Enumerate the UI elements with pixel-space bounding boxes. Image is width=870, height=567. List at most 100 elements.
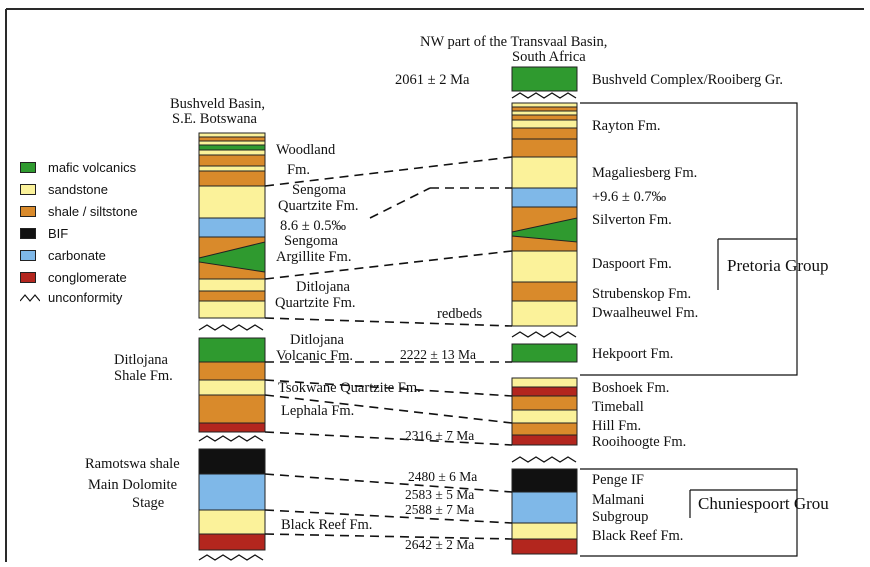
right-layer-rayton-7: [511, 138, 578, 158]
fm-strubenskop: Strubenskop Fm.: [592, 286, 692, 302]
right-layer-rayton-2: [511, 106, 578, 112]
label-left-black-reef: Black Reef Fm.: [281, 517, 373, 533]
unconformity-left-2: [198, 435, 264, 442]
left-layer-woodland-1: [198, 132, 266, 138]
left-layer-black-reef-sand: [198, 509, 266, 535]
right-layer-dwaalheuwel: [511, 300, 578, 327]
right-layer-rayton-5: [511, 119, 578, 129]
fm-bushveld: Bushveld Complex/Rooiberg Gr.: [592, 72, 784, 88]
left-layer-conglomerate-1: [198, 422, 266, 433]
legend-label: unconformity: [48, 290, 123, 305]
age-black-reef: 2642 ± 2 Ma: [405, 537, 475, 552]
label-main-dolomite: Main Dolomite: [88, 477, 178, 493]
legend-label: mafic volcanics: [48, 160, 137, 175]
label-ditlojana-q-fm: Quartzite Fm.: [275, 295, 356, 311]
label-woodland: Woodland: [276, 142, 336, 158]
corr-argillite-silverton: [264, 250, 513, 280]
left-layer-woodland-6: [198, 154, 266, 167]
right-layer-boshoek-1: [511, 377, 578, 388]
left-layer-ditlojana-volcanic: [198, 337, 266, 363]
fm-silverton: Silverton Fm.: [592, 212, 672, 228]
right-layer-timeball-1: [511, 395, 578, 411]
age-bushveld: 2061 ± 2 Ma: [395, 72, 470, 88]
unconformity-left-3: [198, 554, 264, 561]
right-layer-bushveld: [511, 66, 578, 92]
label-lephala: Lephala Fm.: [281, 403, 355, 419]
fm-hekpoort: Hekpoort Fm.: [592, 346, 674, 362]
fm-rooihoogte: Rooihoogte Fm.: [592, 434, 687, 450]
label-left-isotope: 8.6 ± 0.5‰: [280, 218, 346, 234]
left-layer-black-reef-congl: [198, 533, 266, 551]
correlation-lines: [264, 156, 513, 540]
left-layer-main-dolomite: [198, 473, 266, 511]
corr-conglomerate-rooihoogte: [264, 431, 513, 446]
right-layer-black-reef-sand: [511, 522, 578, 540]
fm-right-black-reef: Black Reef Fm.: [592, 528, 684, 544]
right-layer-timeball-3: [511, 422, 578, 436]
age-penge: 2480 ± 6 Ma: [408, 469, 478, 484]
age-malmani-2: 2588 ± 7 Ma: [405, 502, 475, 517]
left-layer-ditlojana-q2: [198, 290, 266, 302]
label-redbeds: redbeds: [437, 306, 483, 322]
right-layer-rayton-1: [511, 102, 578, 108]
left-layer-woodland-3: [198, 140, 266, 146]
label-sengoma-q-fm: Quartzite Fm.: [278, 198, 359, 214]
fm-daspoort: Daspoort Fm.: [592, 256, 672, 272]
label-ditlojana-q: Ditlojana: [296, 279, 350, 295]
unconformity-right-3: [511, 456, 577, 463]
left-layer-tsokwane: [198, 379, 266, 396]
corr-ditlojana-dwaalheuwel: [264, 317, 513, 327]
right-layer-isotope-carbonate: [511, 187, 578, 208]
right-layer-rayton-4: [511, 114, 578, 121]
right-layer-malmani: [511, 491, 578, 524]
left-title-line1: Bushveld Basin,: [170, 96, 266, 112]
left-layer-volcanic-lens: [198, 241, 266, 273]
fm-timeball-hill: Hill Fm.: [592, 418, 642, 434]
fm-malmani: Malmani: [592, 492, 645, 508]
left-layer-ditlojana-q3: [198, 300, 266, 319]
unconformity-right-1: [511, 92, 577, 99]
right-layer-penge-bif: [511, 468, 578, 493]
corr-tsokwane-boshoek: [264, 379, 513, 397]
left-layer-woodland-4: [198, 144, 266, 151]
bif-swatch: [20, 228, 36, 239]
chuniespoort-bracket: [580, 468, 798, 557]
right-layer-black-reef-congl: [511, 538, 578, 555]
right-layer-daspoort: [511, 250, 578, 283]
unconformity-left-1: [198, 324, 264, 331]
right-layer-rayton-6: [511, 127, 578, 140]
label-ditlojana-shale: Ditlojana: [114, 352, 168, 368]
left-layer-lephala: [198, 394, 266, 424]
right-stratigraphic-column: [511, 66, 578, 555]
right-title-line2: South Africa: [512, 49, 586, 65]
right-title-line1: NW part of the Transvaal Basin,: [420, 34, 608, 50]
right-layer-magaliesberg: [511, 156, 578, 189]
right-layer-rooihoogte: [511, 434, 578, 446]
right-layer-rayton-3: [511, 110, 578, 116]
label-sengoma-a: Sengoma: [284, 233, 338, 249]
right-layer-timeball-2: [511, 409, 578, 424]
fm-boshoek: Boshoek Fm.: [592, 380, 670, 396]
label-ramotswa: Ramotswa shale: [85, 456, 180, 472]
left-layer-ditlojana-shale: [198, 361, 266, 381]
left-stratigraphic-column: [198, 132, 266, 551]
corr-black-reef: [264, 533, 513, 540]
left-layer-ditlojana-q1: [198, 278, 266, 292]
left-layer-carbonate: [198, 217, 266, 238]
label-ditlojana-v-fm: Volcanic Fm.: [276, 348, 354, 364]
left-layer-woodland-2: [198, 136, 266, 142]
legend-label: BIF: [48, 226, 69, 241]
right-layer-silverton-volcanic: [511, 217, 578, 243]
label-woodland-fm: Fm.: [287, 162, 310, 178]
left-layer-woodland-8: [198, 170, 266, 187]
label-sengoma-q: Sengoma: [292, 182, 346, 198]
unconformity-markers: [198, 92, 577, 561]
legend-label: conglomerate: [48, 270, 127, 285]
left-layer-ramotswa-bif: [198, 448, 266, 475]
left-layer-woodland-7: [198, 165, 266, 172]
fm-magaliesberg: Magaliesberg Fm.: [592, 165, 698, 181]
fm-timeball: Timeball: [592, 399, 644, 415]
fm-isotope: +9.6 ± 0.7‰: [592, 189, 667, 205]
group-brackets: [580, 102, 798, 557]
